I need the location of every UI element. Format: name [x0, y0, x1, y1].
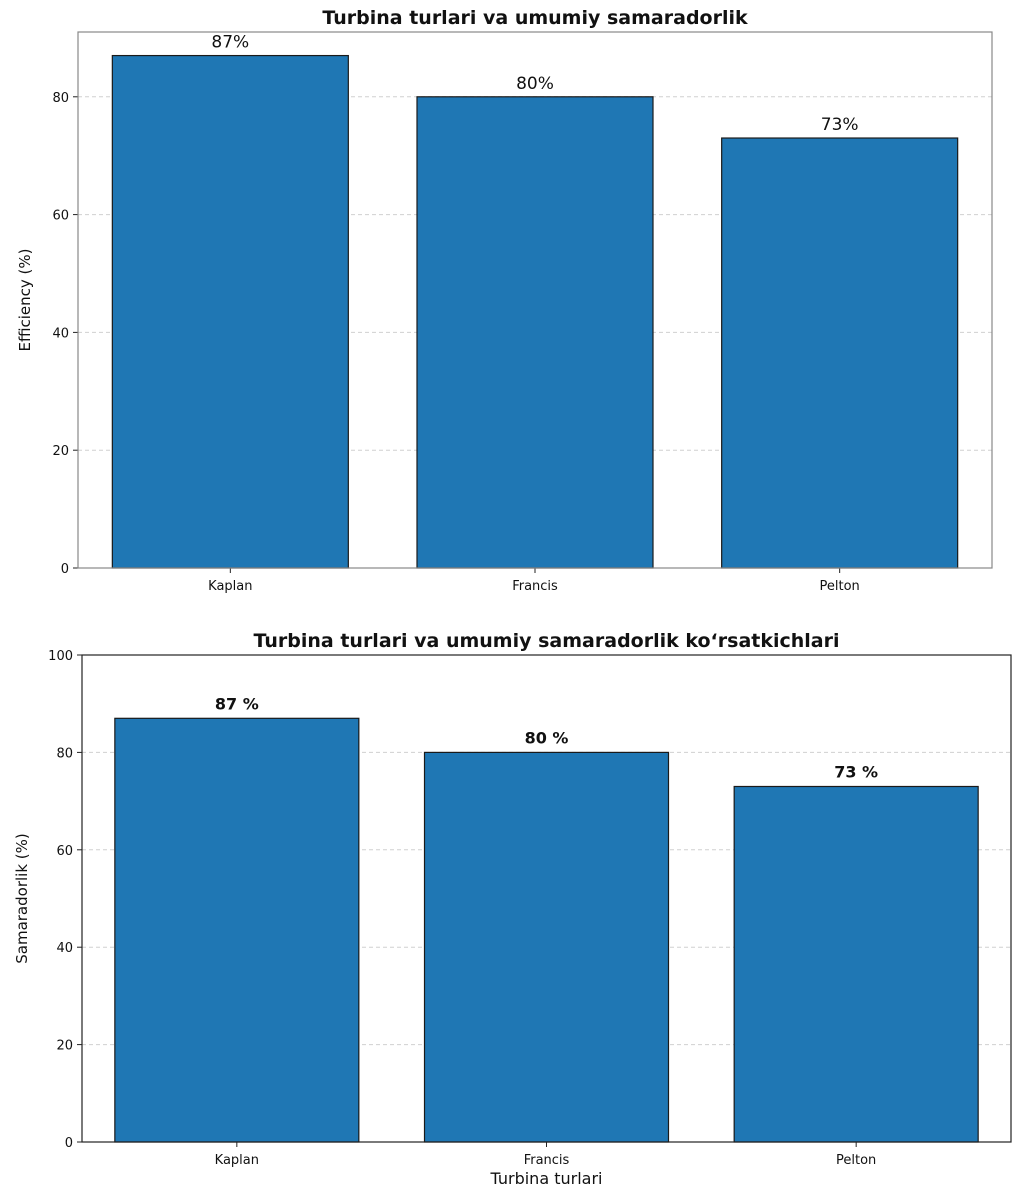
- x-tick-label: Kaplan: [208, 579, 252, 594]
- chart-2: Turbina turlari va umumiy samaradorlik k…: [13, 630, 1012, 1186]
- data-label: 87%: [211, 33, 249, 53]
- y-tick-label: 60: [52, 209, 69, 224]
- y-axis-label: Efficiency (%): [16, 249, 34, 352]
- data-label: 73 %: [834, 762, 878, 781]
- data-label: 80%: [516, 74, 554, 94]
- plot-frame: [77, 31, 993, 569]
- chart-1: Turbina turlari va umumiy samaradorlik 0 2…: [16, 7, 993, 594]
- y-tick-label: 40: [52, 326, 69, 341]
- bar: [114, 717, 360, 1143]
- chart-title: Turbina turlari va umumiy samaradorlik: [322, 7, 748, 29]
- x-tick-label: Francis: [524, 1153, 570, 1168]
- x-tick-label: Pelton: [836, 1153, 876, 1168]
- data-label: 73%: [821, 115, 859, 135]
- bar: [733, 785, 979, 1143]
- x-tick-label: Kaplan: [215, 1153, 259, 1168]
- y-tick-label: 60: [56, 844, 73, 859]
- y-tick-label: 80: [56, 746, 73, 761]
- y-tick-label: 0: [61, 562, 69, 577]
- bar: [423, 751, 670, 1143]
- x-tick-label: Francis: [512, 579, 558, 594]
- x-tick-label: Pelton: [820, 579, 860, 594]
- y-tick-label: 20: [56, 1039, 73, 1054]
- chart-title: Turbina turlari va umumiy samaradorlik k…: [253, 630, 839, 652]
- y-tick-label: 0: [65, 1136, 73, 1151]
- bar: [721, 137, 959, 569]
- data-label: 80 %: [525, 728, 569, 747]
- y-tick-label: 40: [56, 941, 73, 956]
- x-axis-label: Turbina turlari: [490, 1169, 603, 1186]
- bar: [111, 54, 349, 569]
- y-tick-label: 100: [48, 649, 73, 664]
- y-tick-label: 20: [52, 444, 69, 459]
- y-axis-label: Samaradorlik (%): [13, 833, 31, 964]
- y-tick-label: 80: [52, 91, 69, 106]
- bar: [416, 96, 654, 569]
- data-label: 87 %: [215, 694, 259, 713]
- plot-frame: [81, 654, 1012, 1143]
